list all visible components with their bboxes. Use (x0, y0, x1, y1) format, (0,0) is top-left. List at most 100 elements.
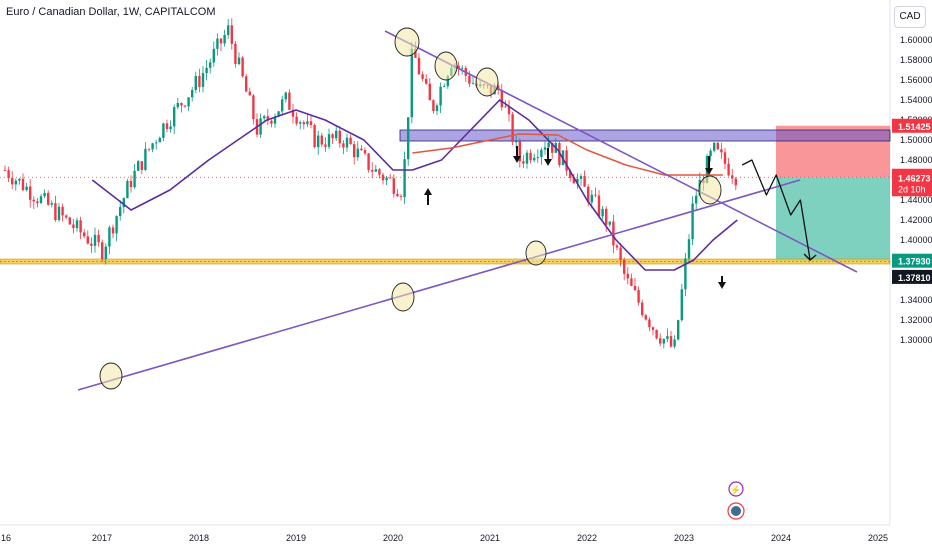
candle-body (3, 170, 7, 171)
candle-body (576, 178, 579, 184)
down-arrow-head (705, 168, 713, 175)
candle-body (176, 102, 179, 108)
candle-body (659, 338, 662, 344)
candle-body (385, 177, 388, 181)
candle-body (75, 220, 79, 229)
candle-body (583, 176, 586, 187)
candle-body (97, 234, 100, 243)
candle-body (162, 123, 165, 138)
candle-body (165, 123, 169, 130)
candle-body (191, 89, 194, 98)
candle-body (11, 178, 14, 185)
candle-body (525, 152, 529, 164)
candle-body (504, 106, 507, 108)
touch-point-marker (394, 27, 420, 57)
candle-body (284, 92, 287, 100)
candle-body (396, 193, 399, 197)
candle-body (68, 217, 71, 225)
candle-body (432, 100, 435, 111)
candle-body (587, 186, 590, 203)
candle-body (651, 327, 655, 330)
candle-body (140, 161, 143, 170)
candle-body (497, 85, 500, 91)
candle-body (727, 163, 730, 176)
touch-point-marker (698, 175, 722, 205)
lightning-icon[interactable] (728, 481, 744, 497)
candle-body (338, 130, 341, 144)
candle-body (551, 142, 554, 153)
candle-body (241, 57, 244, 77)
candle-body (407, 117, 410, 160)
candle-body (363, 150, 367, 154)
candle-body (569, 170, 572, 178)
candle-body (731, 175, 734, 179)
candle-body (399, 196, 403, 198)
support-price-tag: 1.37810 (898, 273, 931, 283)
candle-body (36, 201, 39, 203)
candle-body (417, 57, 421, 75)
candle-body (158, 137, 161, 143)
candle-body (716, 142, 719, 150)
candle-body (684, 258, 687, 290)
candle-body (65, 215, 68, 218)
candle-body (198, 76, 201, 87)
candle-body (615, 245, 619, 248)
currency-button[interactable]: CAD (894, 6, 926, 28)
candle-body (201, 73, 205, 87)
candle-body (324, 144, 327, 147)
candle-body (345, 137, 349, 148)
candle-body (155, 142, 158, 144)
candle-body (144, 148, 147, 170)
x-tick-label: 2019 (286, 533, 306, 543)
y-tick-label: 1.60000 (900, 35, 932, 45)
resistance-zone (399, 129, 891, 142)
x-tick-label: 2025 (868, 533, 888, 543)
candle-body (119, 207, 122, 217)
x-tick-label: 2018 (189, 533, 209, 543)
candle-body (720, 149, 723, 153)
entry-price-tag: 1.46273 (898, 173, 931, 183)
candle-body (273, 116, 277, 124)
candle-body (619, 247, 622, 260)
candle-body (32, 199, 35, 202)
candle-body (111, 227, 115, 234)
y-tick-label: 1.56000 (900, 75, 932, 85)
candle-body (93, 234, 97, 246)
candle-body (428, 83, 431, 101)
candle-body (637, 290, 640, 303)
y-tick-label: 1.44000 (900, 195, 932, 205)
candle-body (446, 75, 449, 87)
candle-body (288, 92, 291, 110)
candle-body (381, 174, 385, 181)
rising-trendline (77, 179, 801, 391)
candle-body (709, 150, 712, 157)
candle-body (723, 152, 727, 164)
stop-price-tag: 1.51425 (898, 122, 931, 132)
candle-body (579, 176, 583, 179)
candle-body (79, 220, 82, 233)
candle-body (608, 221, 611, 225)
candle-body (518, 141, 521, 162)
candle-body (662, 338, 665, 344)
candle-body (104, 246, 107, 260)
candle-body (392, 178, 395, 194)
candle-body (680, 289, 683, 321)
countdown-tag: 2d 10h (898, 184, 926, 194)
candle-body (378, 169, 381, 175)
up-arrow-head (424, 188, 432, 195)
candle-body (511, 114, 514, 142)
target-price-tag-bg (892, 253, 932, 268)
y-tick-label: 1.50000 (900, 135, 932, 145)
candle-body (54, 203, 57, 220)
candle-body (259, 118, 262, 135)
candle-body (47, 192, 50, 205)
candle-body (14, 180, 17, 185)
candle-body (371, 169, 374, 172)
y-tick-label: 1.48000 (900, 155, 932, 165)
candle-body (317, 135, 320, 148)
moving-average-fast-line (91, 99, 738, 271)
candle-body (655, 329, 658, 339)
y-tick-label: 1.40000 (900, 235, 932, 245)
